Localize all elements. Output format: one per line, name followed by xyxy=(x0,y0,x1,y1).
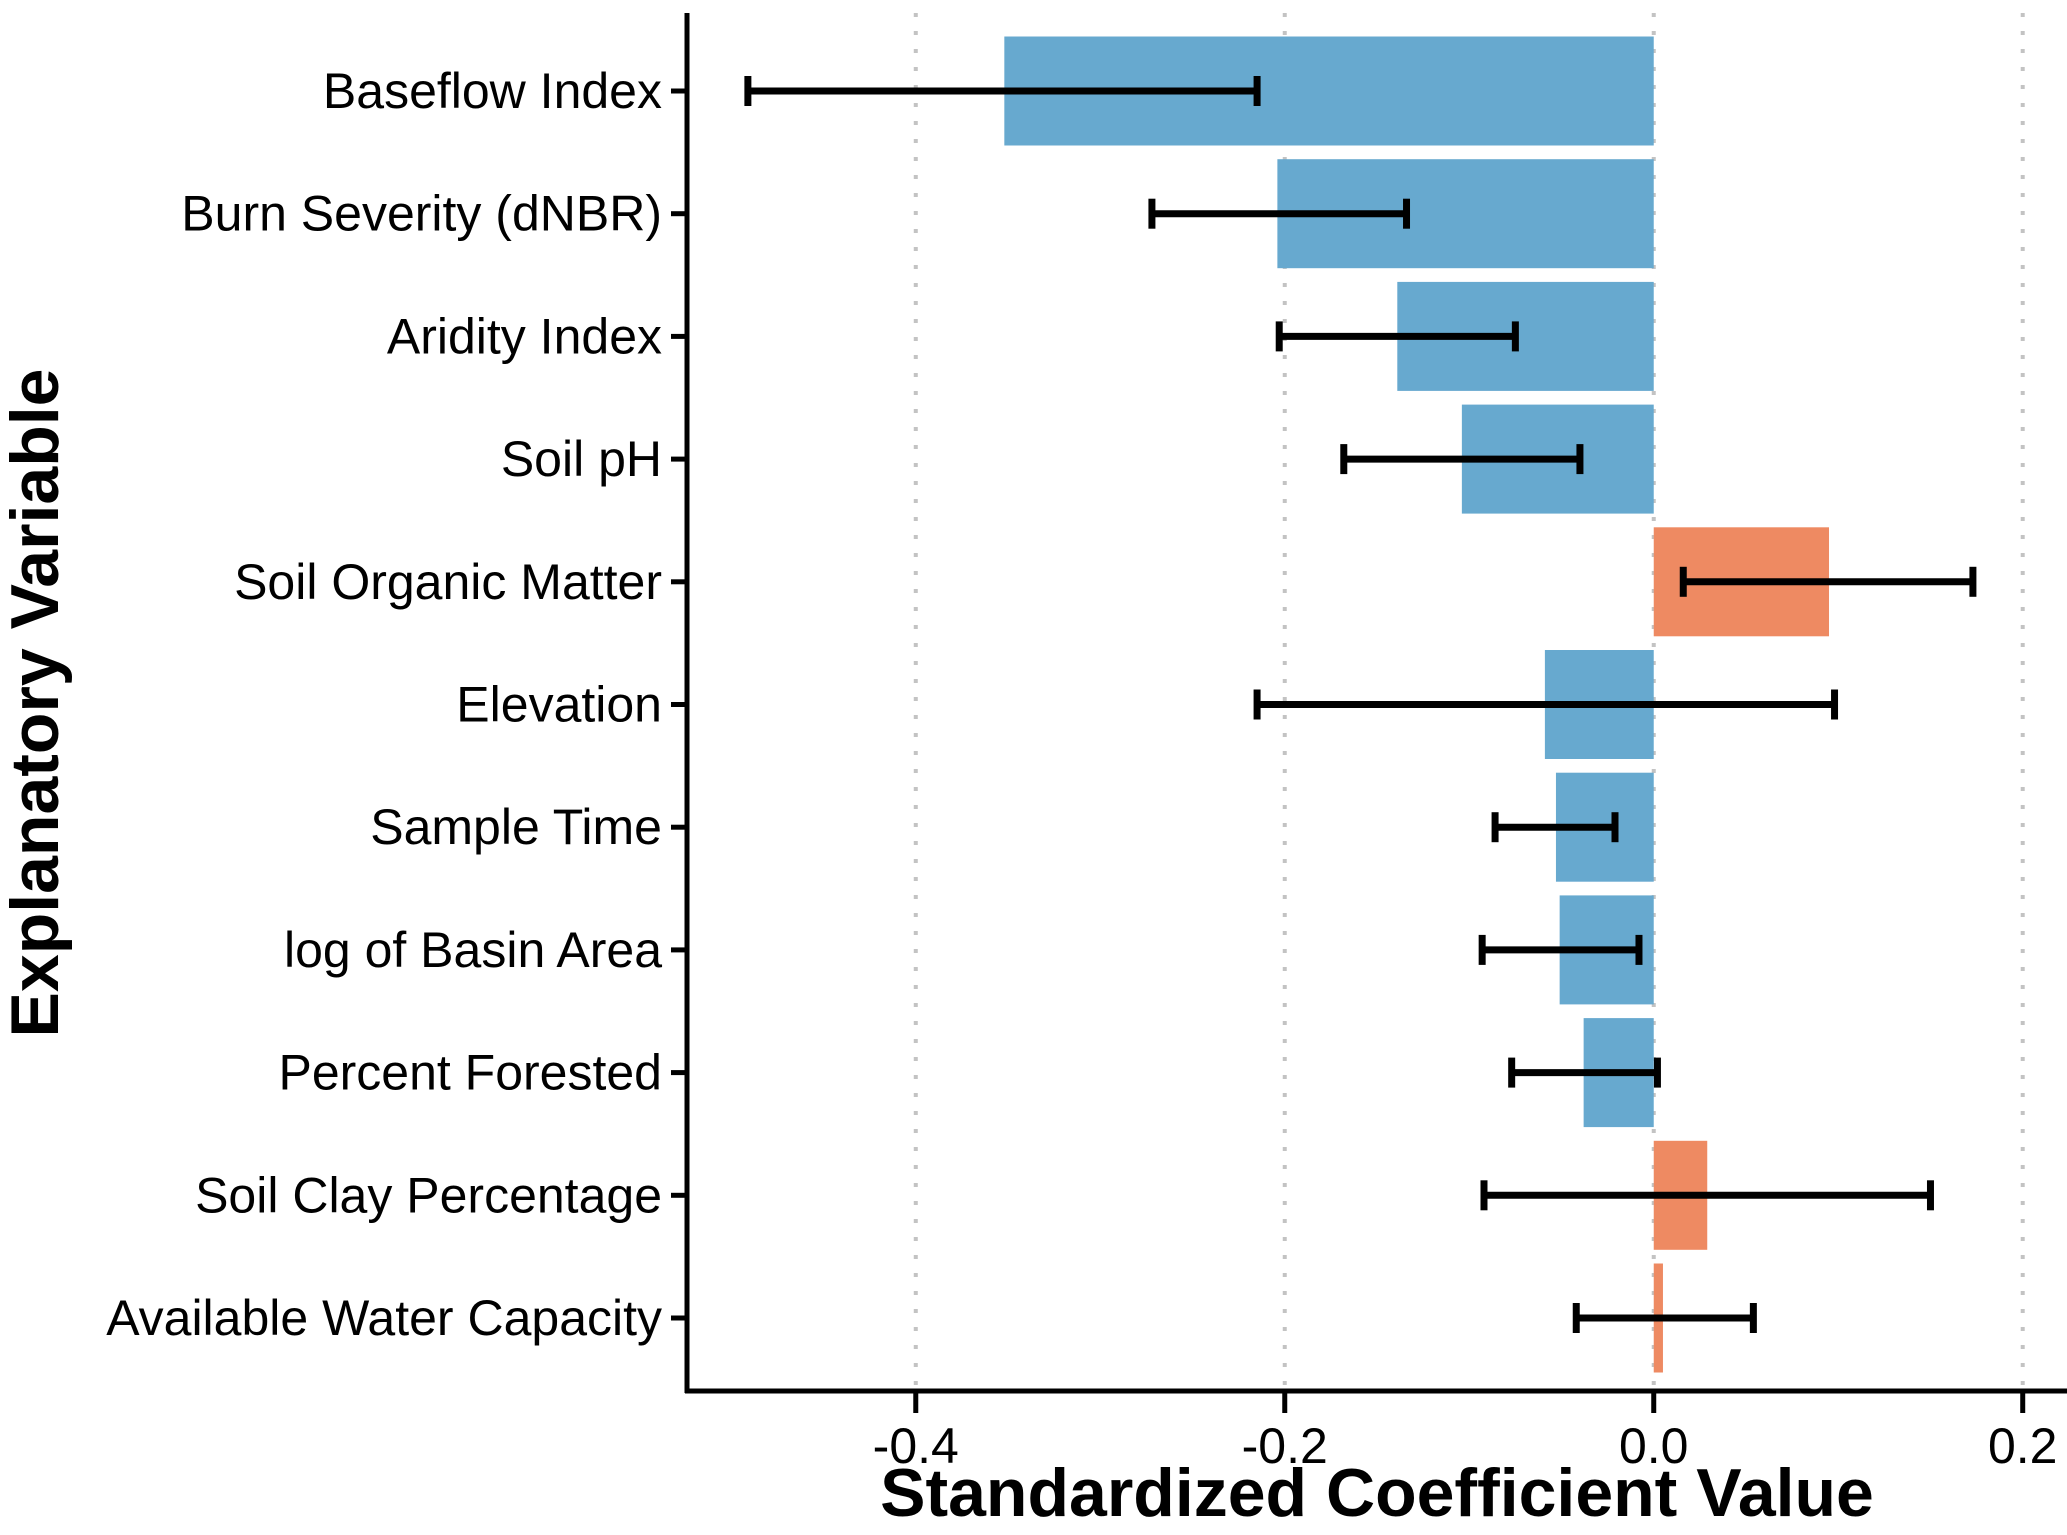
error-bar xyxy=(1491,812,1619,843)
category-label: Percent Forested xyxy=(278,1045,662,1101)
category-label: Burn Severity (dNBR) xyxy=(181,186,662,242)
category-label: log of Basin Area xyxy=(284,922,662,978)
error-bar xyxy=(1572,1303,1757,1333)
x-tick-labels: -0.4 -0.2 0.0 0.2 xyxy=(873,1418,2058,1474)
category-label: Sample Time xyxy=(370,799,662,855)
category-label: Available Water Capacity xyxy=(106,1290,662,1346)
x-tick-label: 0.2 xyxy=(1988,1418,2058,1474)
x-axis-title: Standardized Coefficient Value xyxy=(880,1455,1874,1531)
axes xyxy=(671,13,2067,1413)
error-bars xyxy=(744,76,1977,1333)
error-bar xyxy=(744,76,1261,106)
error-bar xyxy=(1253,689,1839,720)
error-bar xyxy=(1275,321,1519,352)
category-label: Soil Organic Matter xyxy=(234,554,662,610)
error-bar xyxy=(1340,444,1584,475)
error-bar xyxy=(1480,1180,1934,1211)
x-tick-label: 0.0 xyxy=(1619,1418,1689,1474)
category-label: Soil Clay Percentage xyxy=(195,1167,662,1223)
error-bar xyxy=(1679,566,1977,597)
error-bar xyxy=(1478,934,1643,965)
category-label: Elevation xyxy=(456,677,662,733)
category-labels: Baseflow Index Burn Severity (dNBR) Aridit… xyxy=(106,63,662,1346)
error-bar xyxy=(1148,198,1411,229)
category-label: Baseflow Index xyxy=(323,63,662,119)
category-label: Aridity Index xyxy=(387,308,662,364)
category-label: Soil pH xyxy=(501,431,662,487)
x-tick-label: -0.4 xyxy=(873,1418,959,1474)
x-tick-label: -0.2 xyxy=(1242,1418,1328,1474)
error-bar xyxy=(1508,1057,1661,1088)
y-axis-title: Explanatory Variable xyxy=(0,369,73,1038)
